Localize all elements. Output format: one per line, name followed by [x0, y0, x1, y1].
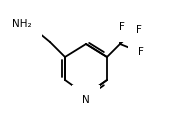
Text: F: F	[119, 22, 125, 32]
Text: NH₂: NH₂	[12, 19, 32, 29]
Text: N: N	[82, 95, 90, 105]
Text: F: F	[138, 47, 144, 57]
Text: F: F	[136, 25, 142, 35]
